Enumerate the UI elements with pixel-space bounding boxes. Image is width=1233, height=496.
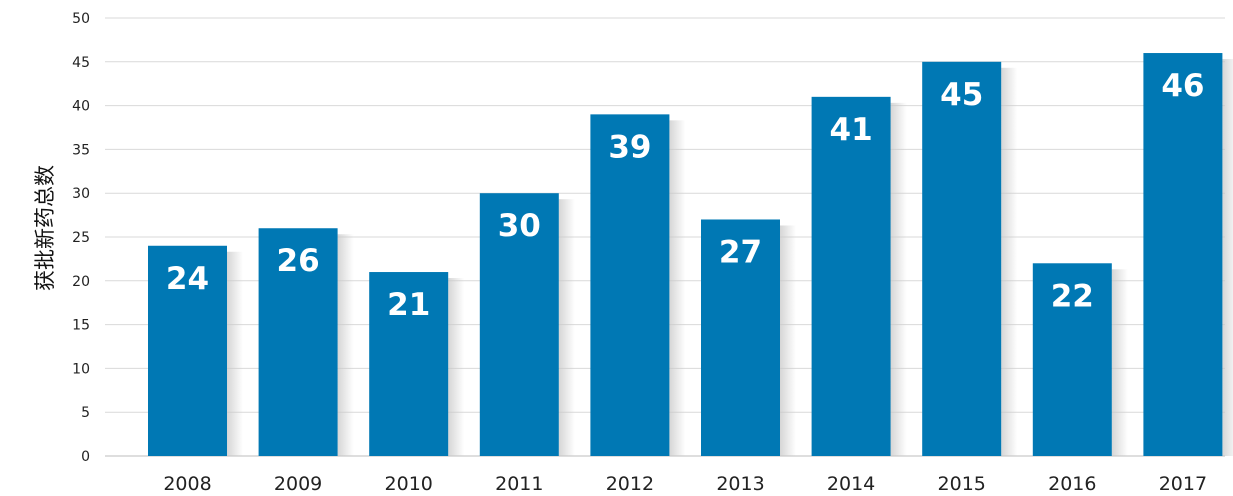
data-label-2016: 22 bbox=[1051, 278, 1094, 314]
bar-shadow bbox=[669, 120, 686, 457]
bar-shadow bbox=[337, 234, 354, 456]
x-tick-label: 2015 bbox=[938, 473, 986, 495]
bar-shadows bbox=[227, 59, 1233, 457]
x-tick-label: 2017 bbox=[1159, 473, 1207, 495]
y-tick-label: 35 bbox=[72, 142, 90, 158]
y-axis-label: 获批新药总数 bbox=[33, 165, 57, 291]
y-tick-label: 20 bbox=[72, 274, 90, 290]
bar-shadow bbox=[1001, 67, 1018, 457]
bar-shadow bbox=[1222, 59, 1233, 456]
x-tick-label: 2016 bbox=[1048, 473, 1096, 495]
bar-shadow bbox=[1111, 269, 1128, 456]
bar-2011 bbox=[479, 193, 559, 456]
y-tick-label: 25 bbox=[72, 230, 90, 246]
x-tick-label: 2014 bbox=[827, 473, 875, 495]
bar-2009 bbox=[258, 228, 338, 456]
bar-2014 bbox=[811, 96, 891, 456]
x-tick-label: 2011 bbox=[495, 473, 543, 495]
y-tick-label: 40 bbox=[72, 99, 90, 115]
x-tick-label: 2009 bbox=[274, 473, 322, 495]
data-label-2012: 39 bbox=[608, 129, 651, 165]
data-label-2011: 30 bbox=[498, 208, 541, 244]
data-label-2008: 24 bbox=[166, 261, 209, 297]
y-tick-label: 5 bbox=[81, 405, 90, 421]
data-label-2014: 41 bbox=[830, 112, 873, 148]
bar-shadow bbox=[780, 225, 796, 456]
y-tick-label: 45 bbox=[72, 55, 90, 71]
bar-2010 bbox=[369, 272, 449, 456]
y-tick-label: 50 bbox=[72, 11, 90, 27]
bar-2013 bbox=[701, 219, 780, 456]
bars bbox=[148, 53, 1223, 457]
data-label-2010: 21 bbox=[387, 287, 430, 323]
y-tick-label: 0 bbox=[81, 449, 90, 465]
x-axis-ticks: 2008 2009 2010 2011 2012 2013 2014 2015 2016 2017 bbox=[163, 473, 1207, 495]
bar-2016 bbox=[1032, 263, 1112, 456]
bar-2012 bbox=[590, 114, 670, 457]
bar-2017 bbox=[1143, 53, 1223, 456]
bar-2015 bbox=[922, 61, 1002, 457]
data-label-2017: 46 bbox=[1161, 68, 1204, 104]
data-label-2013: 27 bbox=[719, 234, 762, 270]
data-labels: 24 26 21 30 39 27 41 45 22 46 bbox=[166, 68, 1205, 323]
bar-shadow bbox=[448, 278, 465, 456]
data-label-2015: 45 bbox=[940, 77, 983, 113]
x-tick-label: 2013 bbox=[716, 473, 764, 495]
x-tick-label: 2012 bbox=[606, 473, 654, 495]
data-label-2009: 26 bbox=[277, 243, 320, 279]
bar-2008 bbox=[148, 245, 227, 456]
bar-shadow bbox=[890, 102, 907, 456]
y-axis-ticks: 0 5 10 15 20 25 30 35 40 45 50 bbox=[72, 11, 90, 465]
x-tick-label: 2008 bbox=[163, 473, 211, 495]
bar-shadow bbox=[558, 199, 575, 456]
y-tick-label: 15 bbox=[72, 318, 90, 334]
bar-shadow bbox=[227, 251, 243, 456]
y-tick-label: 30 bbox=[72, 186, 90, 202]
x-tick-label: 2010 bbox=[385, 473, 433, 495]
y-tick-label: 10 bbox=[72, 361, 90, 377]
